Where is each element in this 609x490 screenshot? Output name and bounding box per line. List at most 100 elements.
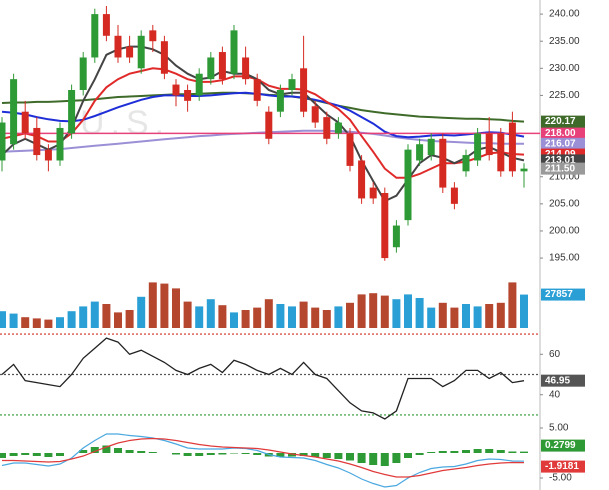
candle-body: [404, 149, 412, 221]
histogram-bar: [438, 451, 447, 453]
volume-bar: [172, 288, 180, 328]
histogram-bar: [21, 453, 30, 455]
histogram-bar: [114, 448, 122, 453]
volume-bar: [334, 306, 343, 328]
histogram-bar: [230, 453, 238, 454]
histogram-bar: [311, 453, 320, 457]
value-badge: [541, 288, 585, 301]
volume-bar: [148, 282, 157, 328]
volume-bar: [44, 319, 53, 328]
histogram-bar: [473, 449, 482, 453]
histogram-bar: [56, 453, 64, 456]
volume-bar: [195, 306, 204, 328]
value-badge: [541, 374, 585, 387]
y-tick-label: 195.00: [549, 253, 580, 264]
candle-body: [485, 133, 493, 156]
histogram-bar: [450, 451, 459, 453]
volume-bar: [218, 305, 227, 328]
candle-body: [137, 35, 145, 69]
candle-body: [68, 90, 76, 134]
histogram-bar: [241, 453, 250, 454]
histogram-bar: [195, 453, 204, 456]
volume-bar: [357, 294, 366, 328]
candle-body: [450, 187, 458, 204]
candle-body: [253, 79, 261, 101]
value-badge: [541, 460, 585, 473]
candle-body: [416, 144, 424, 161]
overlay-line: [1, 67, 525, 179]
volume-bar: [299, 301, 308, 328]
candle-body: [288, 79, 296, 90]
candle-body: [149, 30, 157, 42]
value-badge: [541, 115, 585, 128]
histogram-bar: [253, 453, 262, 455]
overlay-line: [1, 91, 525, 139]
value-badge-label: 211.50: [545, 163, 575, 174]
y-tick-label: 240.00: [549, 9, 580, 20]
value-badge-label: 220.17: [545, 116, 576, 127]
candle-body: [276, 90, 284, 112]
volume-bar: [264, 299, 273, 328]
value-badge: [541, 127, 585, 140]
value-badge: [541, 137, 585, 150]
candle-body: [439, 138, 447, 188]
candle-body: [184, 90, 192, 101]
volume-bar: [102, 304, 111, 328]
volume-bar: [206, 299, 215, 328]
volume-bar: [253, 307, 262, 328]
y-tick-label: 40: [549, 389, 561, 400]
volume-bar: [380, 295, 389, 328]
candle-body: [56, 127, 64, 161]
histogram-bar: [520, 451, 528, 453]
candle-body: [33, 127, 41, 156]
volume-bar: [183, 301, 192, 328]
histogram-bar: [357, 453, 366, 463]
value-badge-label: 216.07: [545, 138, 576, 149]
volume-bar: [137, 296, 146, 328]
volume-bar: [415, 298, 424, 328]
volume-bar: [485, 304, 494, 328]
volume-bar: [125, 310, 134, 328]
histogram-bar: [206, 453, 215, 455]
y-tick-label: 230.00: [549, 63, 580, 74]
histogram-bar: [496, 450, 505, 453]
candle-body: [114, 35, 122, 58]
volume-bar: [496, 302, 505, 328]
y-tick-label: 225.00: [549, 90, 580, 101]
histogram-bar: [137, 451, 146, 453]
overlay-line: [1, 129, 525, 153]
histogram-bar: [427, 452, 436, 453]
candle-body: [392, 225, 400, 248]
volume-bar: [520, 294, 528, 328]
candle-body: [0, 122, 6, 161]
y-tick-label: 235.00: [549, 36, 580, 47]
histogram-bar: [392, 453, 401, 463]
volume-bar: [160, 283, 169, 328]
volume-bar: [276, 304, 285, 328]
candle-body: [230, 30, 238, 74]
candle-body: [520, 168, 528, 172]
candle-body: [323, 117, 331, 139]
oscillator-line: [1, 337, 525, 420]
histogram-bar: [183, 453, 192, 456]
histogram-bar: [346, 453, 354, 461]
candle-body: [462, 155, 470, 172]
volume-bar: [21, 317, 30, 328]
candle-body: [358, 160, 366, 199]
histogram-bar: [102, 445, 111, 453]
histogram-bar: [79, 450, 88, 453]
volume-bar: [404, 294, 412, 328]
histogram-bar: [334, 453, 343, 459]
candle-body: [508, 122, 516, 172]
candle-body: [172, 84, 180, 96]
candle-body: [427, 138, 435, 156]
candle-body: [346, 133, 354, 166]
candle-body: [79, 57, 87, 90]
histogram-bar: [369, 453, 378, 465]
candle-body: [207, 57, 215, 80]
volume-bar: [241, 310, 250, 328]
volume-bar: [79, 306, 88, 328]
value-badge-label: 27857: [545, 289, 573, 300]
candle-body: [160, 41, 168, 74]
histogram-bar: [9, 453, 18, 456]
